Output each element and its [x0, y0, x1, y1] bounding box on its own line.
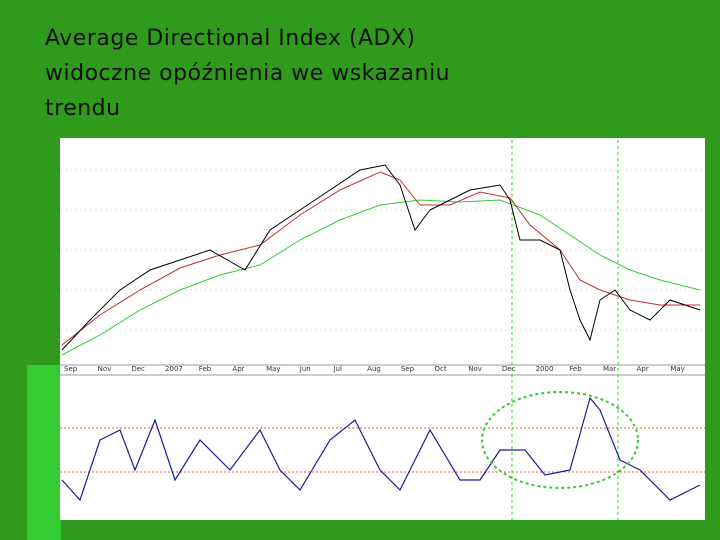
title-line: widoczne opóźnienia we wskazaniu — [45, 61, 451, 86]
month-label: Oct — [435, 365, 447, 373]
month-label: Jul — [332, 365, 342, 373]
ma-slow — [61, 199, 701, 356]
month-label: Feb — [569, 365, 582, 373]
month-label: Sep — [64, 365, 78, 373]
month-label: Nov — [98, 365, 112, 373]
month-label: Dec — [502, 365, 516, 373]
chart-panel — [60, 138, 705, 520]
price-line — [61, 164, 701, 351]
title-line: trendu — [45, 96, 121, 121]
adx-line — [61, 396, 701, 502]
month-label: 2007 — [165, 365, 183, 373]
month-label: 2000 — [536, 365, 554, 373]
month-label: Feb — [199, 365, 212, 373]
title-line: Average Directional Index (ADX) — [45, 26, 416, 51]
highlight-ellipse — [481, 391, 639, 489]
month-label: May — [670, 365, 684, 373]
month-label: Jun — [299, 365, 311, 373]
month-labels: Sep Nov Dec 2007 Feb Apr May Jun Jul Aug Sep Oct Nov… — [64, 365, 685, 373]
ma-fast — [61, 171, 700, 346]
month-label: Apr — [232, 365, 244, 373]
adx-levels — [60, 427, 705, 473]
month-label: Dec — [131, 365, 145, 373]
month-label: Sep — [401, 365, 415, 373]
month-label: Apr — [637, 365, 649, 373]
accent-bar — [27, 365, 61, 540]
month-label: Nov — [468, 365, 482, 373]
month-label: Aug — [367, 365, 381, 373]
month-label: May — [266, 365, 280, 373]
month-label: Mar — [603, 365, 616, 373]
